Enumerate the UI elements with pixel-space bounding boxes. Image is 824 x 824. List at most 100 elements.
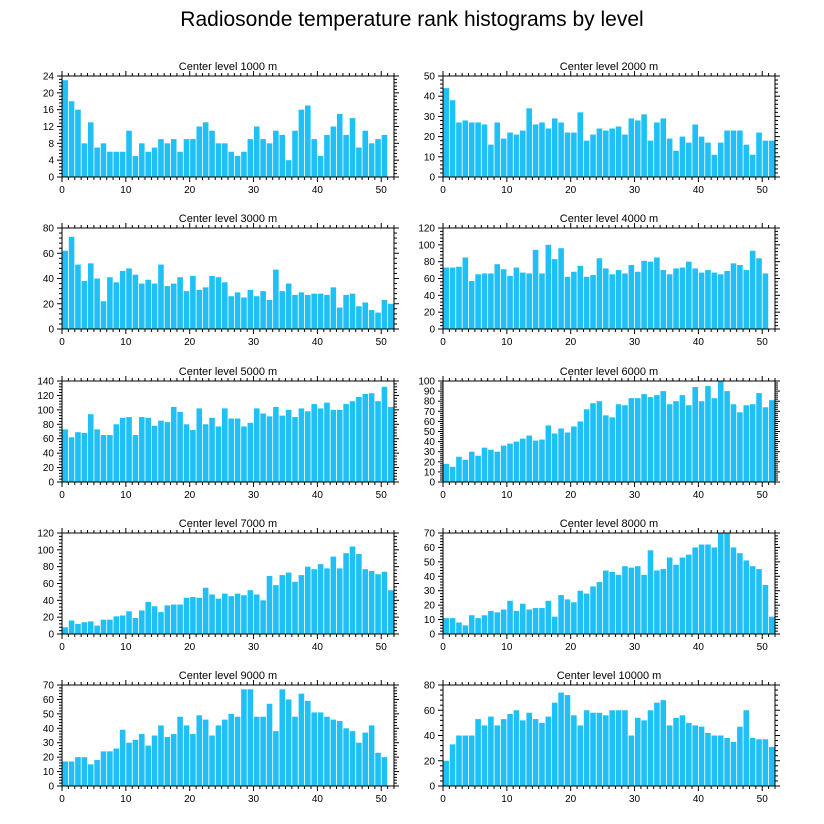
bar [68,620,75,634]
x-tick-label: 40 [312,185,324,196]
bar [673,268,679,329]
bar [641,394,647,482]
bar [628,567,635,634]
bar [113,282,120,329]
bar [68,236,75,329]
bar [343,404,349,482]
bar [356,306,362,329]
bar [202,424,209,482]
bar [551,118,558,177]
bar [381,571,388,634]
bar [279,134,286,177]
bar [349,293,356,329]
bar [388,406,394,482]
y-tick-label: 40 [424,572,436,583]
y-tick-label: 0 [429,782,435,793]
bar [324,134,330,177]
panel-2000: Center level 2000 m 0 10 20 30 40 50 0 10 20 30 40 5… [424,61,780,196]
bar [228,151,234,177]
bar [468,122,475,177]
panel-5000: Center level 5000 m 0 10 20 30 40 50 0 20 40 60 80 1… [37,366,399,501]
bar [475,455,481,482]
bar [132,435,139,482]
bar [603,268,609,329]
y-tick-label: 0 [429,325,435,336]
y-tick-label: 60 [43,249,55,260]
x-tick-label: 0 [440,185,446,196]
bar [145,417,151,482]
bar [81,432,88,482]
bar [609,128,615,177]
bar [139,610,145,634]
bar [215,598,222,634]
bar [628,398,635,482]
bar [756,132,762,177]
bar [603,130,609,177]
bar [564,599,571,634]
bar [692,124,698,177]
bar [241,689,247,786]
bar [305,700,311,786]
bar [462,120,469,177]
bar [622,566,628,634]
bar [513,610,520,634]
bar [151,147,158,177]
bar [539,608,545,634]
bar [202,587,209,634]
bar [666,404,673,482]
bar [462,257,469,329]
bar [583,140,590,177]
bar [462,625,469,634]
x-tick-label: 40 [693,337,705,348]
bar [298,109,305,177]
bar [634,398,641,482]
bar [368,393,375,482]
y-tick-label: 100 [418,377,435,388]
bar [222,143,228,177]
bar [388,590,394,634]
bar [81,281,88,329]
bar [356,742,362,786]
bar [456,622,462,634]
bar [356,396,362,482]
bar [449,744,456,786]
x-tick-label: 30 [248,337,260,348]
bar [62,80,68,177]
bar [228,418,234,482]
bar [196,289,203,329]
bar [641,720,647,786]
bar [654,395,660,482]
bar [475,618,481,634]
bar [75,757,81,786]
x-tick-label: 30 [629,337,641,348]
bar [475,274,481,329]
x-tick-label: 30 [248,794,260,805]
bar [126,130,132,177]
bar [717,381,724,482]
bar [113,151,120,177]
x-tick-label: 10 [120,642,132,653]
bar [705,732,711,786]
y-tick-label: 100 [37,545,54,556]
bar [170,406,177,482]
panel-10000: Center level 10000 m 0 10 20 30 40 50 0 20 40 60 80 [424,670,780,805]
x-tick-label: 40 [312,642,324,653]
bar [158,420,164,482]
bar [769,400,775,482]
bar [234,593,241,634]
bar [183,139,190,178]
y-tick-label: 4 [48,156,54,167]
bar [94,625,100,634]
y-tick-label: 0 [429,478,435,489]
bar [654,122,660,177]
bar [520,720,526,786]
bar [145,602,151,634]
bar [279,291,286,330]
bar [356,554,362,634]
bar [443,760,449,786]
bar [634,120,641,177]
y-tick-label: 100 [37,405,54,416]
bar [209,130,215,177]
y-tick-label: 30 [424,112,436,123]
y-tick-label: 0 [48,630,54,641]
